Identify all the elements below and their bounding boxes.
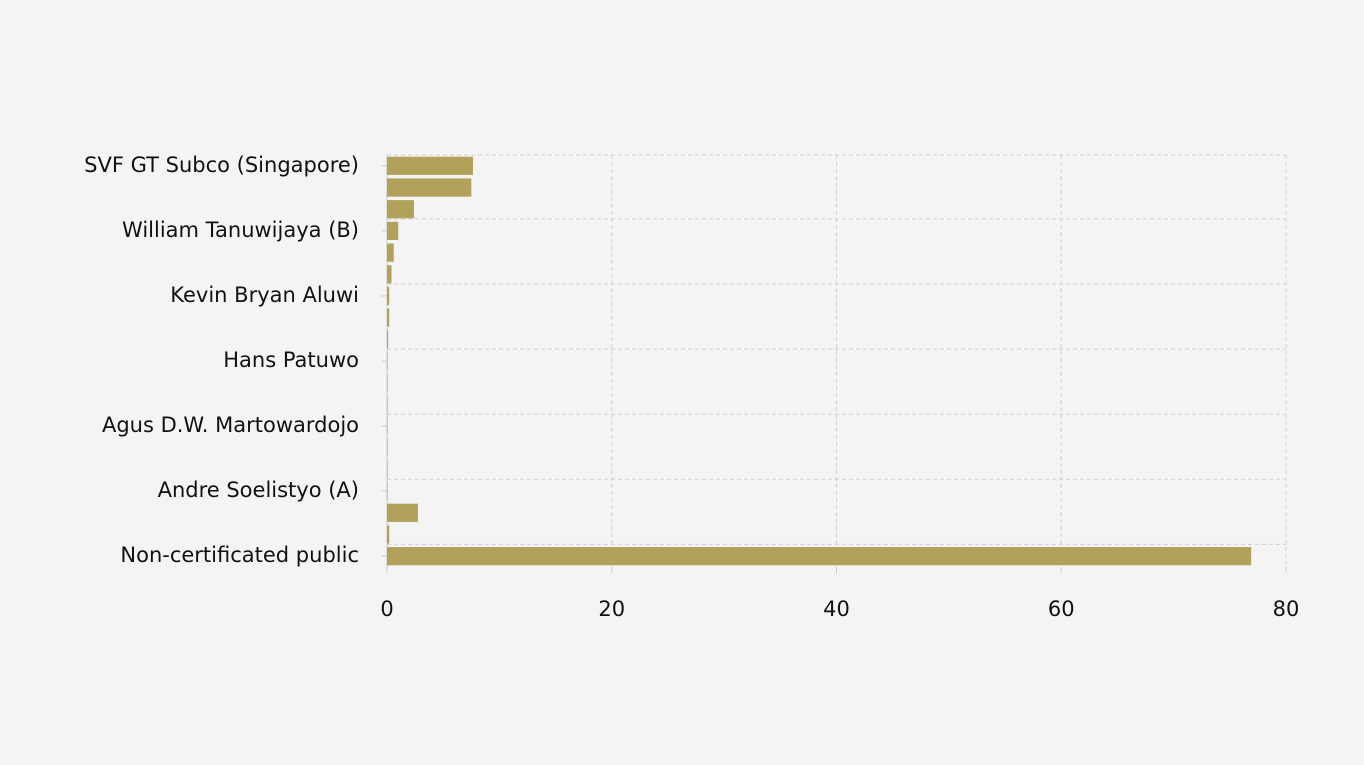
bar (387, 416, 388, 436)
bar (387, 200, 414, 219)
x-tick-label: 80 (1273, 597, 1300, 621)
y-tick-label: SVF GT Subco (Singapore) (84, 153, 359, 177)
bar (387, 438, 388, 457)
bar (387, 503, 418, 522)
bar (387, 221, 399, 241)
bar (387, 286, 390, 306)
y-tick-label: Hans Patuwo (223, 348, 359, 372)
x-tick-label: 0 (380, 597, 393, 621)
bar (387, 373, 388, 392)
y-tick-label: Kevin Bryan Aluwi (170, 283, 359, 307)
y-tick-label: Agus D.W. Martowardojo (102, 413, 359, 437)
bar (387, 351, 388, 371)
bar (387, 525, 390, 544)
bar (387, 265, 392, 284)
bar (387, 243, 394, 262)
x-tick-label: 40 (823, 597, 850, 621)
bar (387, 395, 388, 414)
bar (387, 481, 388, 501)
bar (387, 308, 390, 327)
bar (387, 178, 472, 197)
bar (387, 460, 388, 479)
y-tick-label: William Tanuwijaya (B) (122, 218, 359, 242)
y-tick-label: Andre Soelistyo (A) (158, 478, 359, 502)
x-tick-label: 20 (598, 597, 625, 621)
bar (387, 330, 389, 349)
y-tick-label: Non-certificated public (120, 543, 359, 567)
x-tick-label: 60 (1048, 597, 1075, 621)
bar (387, 547, 1252, 566)
bar (387, 156, 473, 175)
